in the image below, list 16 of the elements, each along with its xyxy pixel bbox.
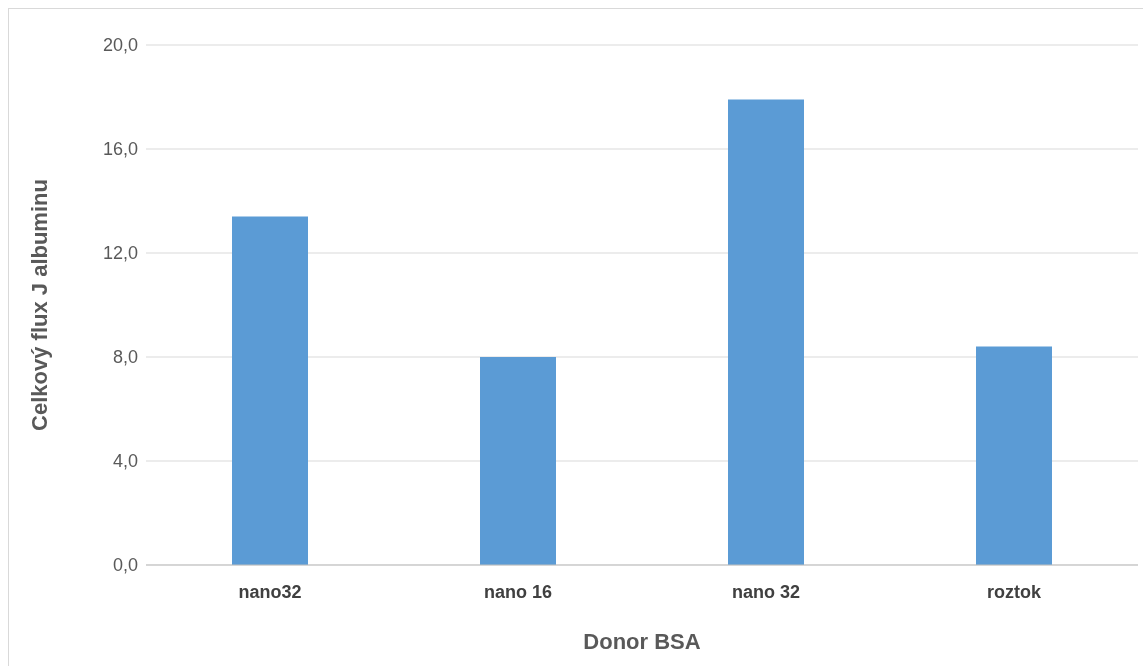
- y-tick-label: 20,0: [102, 35, 138, 56]
- bar: [728, 99, 804, 565]
- x-tick-label: nano32: [238, 581, 302, 602]
- x-tick-label: nano 16: [483, 581, 553, 602]
- y-tick-label: 16,0: [102, 139, 138, 160]
- x-tick-label: roztok: [987, 581, 1042, 602]
- x-axis-title: Donor BSA: [583, 629, 701, 654]
- bar: [480, 357, 556, 565]
- y-tick-label: 12,0: [102, 243, 138, 264]
- y-tick-label: 4,0: [112, 451, 138, 472]
- bar: [976, 346, 1052, 565]
- y-tick-label: 0,0: [112, 555, 138, 576]
- bar: [232, 216, 308, 565]
- y-axis-title: Celkový flux J albuminu: [26, 179, 52, 431]
- x-tick-label: nano 32: [731, 581, 801, 602]
- y-tick-label: 8,0: [112, 347, 138, 368]
